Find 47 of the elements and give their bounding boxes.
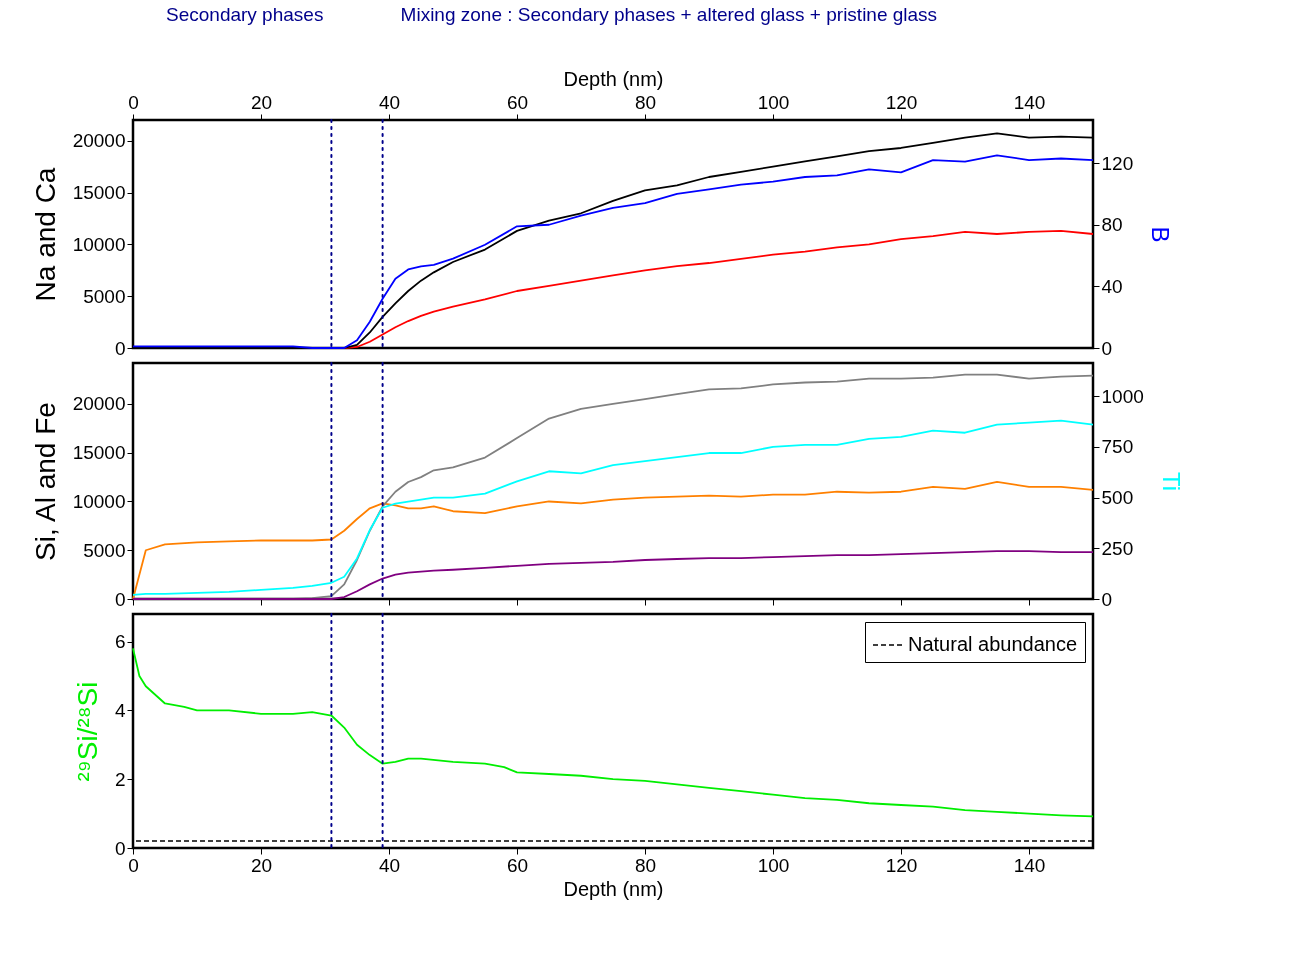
x-tick-label: 40 [378,854,401,876]
x-tick-label: 20 [250,854,273,876]
y2-tick-label: 1000 [1101,385,1144,407]
y-tick-label: 10000 [72,490,126,512]
x-tick-label: 140 [1013,91,1046,113]
y2-tick-label: 0 [1101,588,1113,610]
x-tick-label: 40 [378,91,401,113]
y2-tick-label: 250 [1101,537,1134,559]
y-tick-label: 4 [114,699,126,721]
y-tick-label: 2 [114,768,126,790]
y-tick-label: 15000 [72,182,126,204]
x-axis-title: Depth (nm) [563,877,664,900]
y2-tick-label: 80 [1101,214,1123,236]
x-tick-label: 100 [757,91,790,113]
legend-label: Natural abundance [908,633,1078,655]
y-axis-title: ²⁹Si/²⁸Si [71,681,103,782]
x-tick-label: 80 [634,854,657,876]
y-axis-title: Si, Al and Fe [29,402,61,561]
y2-axis-title: Ti [1157,471,1185,492]
x-tick-label: 140 [1013,854,1046,876]
y-tick-label: 0 [114,337,126,359]
y-tick-label: 0 [114,588,126,610]
y-tick-label: 6 [114,631,126,653]
x-axis-title: Depth (nm) [563,67,664,90]
y-tick-label: 20000 [72,393,126,415]
x-tick-label: 100 [757,854,790,876]
x-tick-label: 60 [506,91,529,113]
y-tick-label: 10000 [72,233,126,255]
y2-tick-label: 120 [1101,152,1134,174]
y2-axis-title: B [1147,226,1175,243]
y2-tick-label: 0 [1101,337,1113,359]
text: Mixing zone : Secondary phases + altered glass + pristine glass [400,4,938,25]
y-tick-label: 5000 [83,539,126,561]
x-tick-label: 60 [506,854,529,876]
y2-tick-label: 500 [1101,487,1134,509]
y-tick-label: 0 [114,837,126,859]
y2-tick-label: 750 [1101,436,1134,458]
x-tick-label: 120 [885,854,918,876]
text: Secondary phases [166,4,324,25]
y-axis-title: Na and Ca [29,167,61,302]
x-tick-label: 20 [250,91,273,113]
y-tick-label: 15000 [72,442,126,464]
y-tick-label: 20000 [72,130,126,152]
x-tick-label: 80 [634,91,657,113]
y-tick-label: 5000 [83,285,126,307]
x-tick-label: 120 [885,91,918,113]
y2-tick-label: 40 [1101,275,1123,297]
